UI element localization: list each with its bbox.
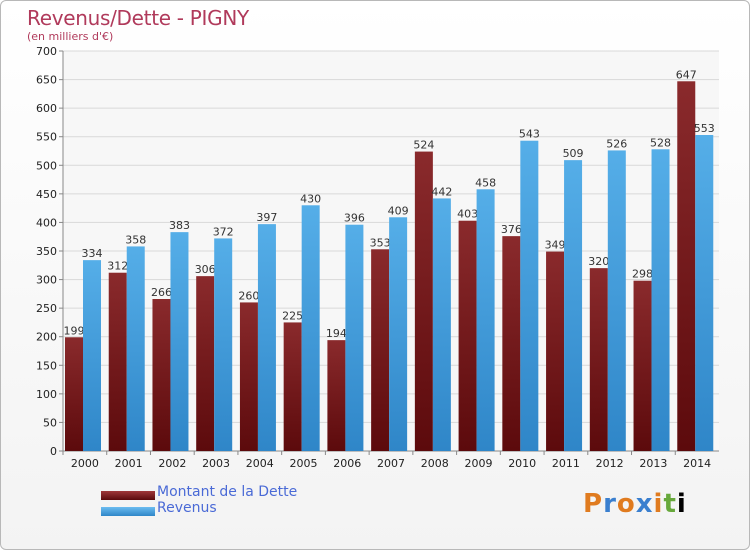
ytick-label-100: 100 xyxy=(36,388,57,401)
bar-dette-2006 xyxy=(327,340,346,451)
data-label-dette-2010: 376 xyxy=(501,223,522,236)
bar-revenus-2014 xyxy=(695,135,714,451)
bar-dette-2013 xyxy=(633,280,652,451)
xtick-label-2004: 2004 xyxy=(246,457,274,470)
bar-revenus-2003 xyxy=(214,238,233,451)
data-label-revenus-2006: 396 xyxy=(344,212,365,225)
data-label-dette-2012: 320 xyxy=(588,255,609,268)
data-label-revenus-2007: 409 xyxy=(388,204,409,217)
bar-dette-2000 xyxy=(65,337,83,451)
data-label-dette-2003: 306 xyxy=(195,263,216,276)
ytick-label-550: 550 xyxy=(36,131,57,144)
ytick-label-400: 400 xyxy=(36,216,57,229)
xtick-label-2005: 2005 xyxy=(290,457,318,470)
data-label-revenus-2013: 528 xyxy=(650,136,671,149)
data-label-revenus-2001: 358 xyxy=(125,233,146,246)
bar-revenus-2013 xyxy=(651,149,670,452)
bar-dette-2010 xyxy=(502,236,521,451)
ytick-label-700: 700 xyxy=(36,45,57,58)
bar-dette-2009 xyxy=(458,220,477,451)
chart-title: Revenus/Dette - PIGNY xyxy=(27,6,249,30)
ytick-label-0: 0 xyxy=(50,445,57,458)
data-label-revenus-2000: 334 xyxy=(82,247,103,260)
data-label-revenus-2008: 442 xyxy=(431,185,452,198)
ytick-label-250: 250 xyxy=(36,302,57,315)
data-label-revenus-2010: 543 xyxy=(519,128,540,141)
xtick-label-2006: 2006 xyxy=(333,457,361,470)
ytick-label-300: 300 xyxy=(36,274,57,287)
bar-dette-2011 xyxy=(546,251,565,451)
ytick-label-150: 150 xyxy=(36,359,57,372)
legend-swatch-revenus xyxy=(101,507,155,516)
data-label-dette-2009: 403 xyxy=(457,208,478,221)
bar-dette-2005 xyxy=(283,322,302,451)
data-label-dette-2006: 194 xyxy=(326,327,347,340)
ytick-label-650: 650 xyxy=(36,74,57,87)
data-label-revenus-2004: 397 xyxy=(256,211,277,224)
bar-revenus-2011 xyxy=(564,160,583,451)
xtick-label-2000: 2000 xyxy=(71,457,99,470)
legend-label-dette: Montant de la Dette xyxy=(157,484,298,500)
xtick-label-2010: 2010 xyxy=(508,457,536,470)
bar-dette-2003 xyxy=(196,276,215,451)
bar-dette-2001 xyxy=(108,272,127,451)
xtick-label-2007: 2007 xyxy=(377,457,405,470)
ytick-label-600: 600 xyxy=(36,102,57,115)
bar-revenus-2004 xyxy=(257,224,276,451)
data-label-revenus-2014: 553 xyxy=(694,122,715,135)
bar-dette-2008 xyxy=(414,151,433,452)
ytick-label-450: 450 xyxy=(36,188,57,201)
data-label-revenus-2011: 509 xyxy=(563,147,584,160)
legend-swatch-dette xyxy=(101,491,155,500)
bar-revenus-2012 xyxy=(607,150,626,451)
bar-dette-2012 xyxy=(589,268,608,451)
data-label-dette-2004: 260 xyxy=(238,289,259,302)
data-label-dette-2014: 647 xyxy=(676,68,697,81)
chart-subtitle: (en milliers d'€) xyxy=(27,30,114,43)
bar-revenus-2002 xyxy=(170,232,189,451)
data-label-dette-2005: 225 xyxy=(282,309,303,322)
bar-revenus-2007 xyxy=(389,217,408,451)
data-label-dette-2002: 266 xyxy=(151,286,172,299)
xtick-label-2014: 2014 xyxy=(683,457,711,470)
bar-revenus-2009 xyxy=(476,189,495,452)
bar-revenus-2001 xyxy=(126,246,145,451)
ytick-label-50: 50 xyxy=(43,416,57,429)
proxiti-logo: Proxiti xyxy=(583,489,687,519)
data-label-dette-2011: 349 xyxy=(545,239,566,252)
bar-revenus-2008 xyxy=(432,198,451,451)
bar-dette-2007 xyxy=(371,249,390,451)
data-label-revenus-2003: 372 xyxy=(213,225,234,238)
data-label-revenus-2012: 526 xyxy=(606,137,627,150)
ytick-label-350: 350 xyxy=(36,245,57,258)
ytick-label-500: 500 xyxy=(36,159,57,172)
ytick-label-200: 200 xyxy=(36,331,57,344)
xtick-label-2011: 2011 xyxy=(552,457,580,470)
xtick-label-2002: 2002 xyxy=(158,457,186,470)
bar-revenus-2010 xyxy=(520,140,539,451)
data-label-dette-2000: 199 xyxy=(64,324,85,337)
data-label-revenus-2005: 430 xyxy=(300,192,321,205)
xtick-label-2003: 2003 xyxy=(202,457,230,470)
xtick-label-2012: 2012 xyxy=(596,457,624,470)
bar-dette-2004 xyxy=(239,302,258,451)
xtick-label-2008: 2008 xyxy=(421,457,449,470)
data-label-dette-2008: 524 xyxy=(413,139,434,152)
data-label-dette-2001: 312 xyxy=(107,260,128,273)
bar-dette-2014 xyxy=(677,81,696,452)
xtick-label-2001: 2001 xyxy=(115,457,143,470)
data-label-revenus-2002: 383 xyxy=(169,219,190,232)
bar-dette-2002 xyxy=(152,299,171,451)
xtick-label-2009: 2009 xyxy=(464,457,492,470)
bar-revenus-2006 xyxy=(345,224,364,451)
bar-revenus-2005 xyxy=(301,205,320,451)
data-label-revenus-2009: 458 xyxy=(475,176,496,189)
data-label-dette-2007: 353 xyxy=(370,236,391,249)
bar-revenus-2000 xyxy=(83,260,101,451)
xtick-label-2013: 2013 xyxy=(639,457,667,470)
legend-label-revenus: Revenus xyxy=(157,500,217,516)
data-label-dette-2013: 298 xyxy=(632,268,653,281)
